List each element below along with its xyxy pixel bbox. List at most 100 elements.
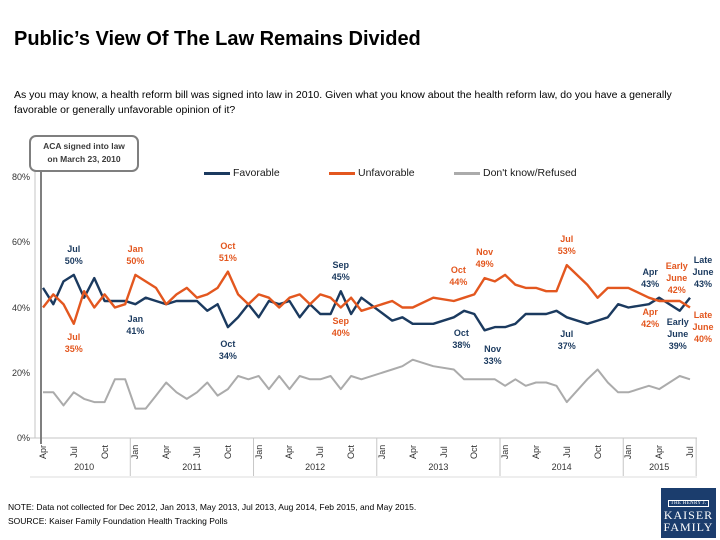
chart-legend: Favorable Unfavorable Don't know/Refused [0,166,720,180]
data-label-line: 33% [483,356,502,367]
legend-item-favorable: Favorable [204,166,280,180]
unfavorable-line [42,263,691,325]
data-label-unfavorable: Apr 42% [628,306,672,330]
data-label-line: Jul [560,329,574,340]
legend-label-unfavorable: Unfavorable [358,167,415,179]
data-label-line: 40% [331,327,350,338]
legend-label-favorable: Favorable [233,167,280,179]
data-label-line: Jan [127,243,144,254]
unfavorable-line-swatch [329,171,355,175]
data-label-favorable: Jan 41% [113,313,157,337]
kff-logo-henry-j: THE HENRY J. [667,500,710,507]
data-label-unfavorable: Jul 53% [545,233,589,257]
aca-annotation-box: ACA signed into law on March 23, 2010 [29,135,139,172]
data-label-line: Oct [450,265,466,276]
data-label-line: 50% [64,255,83,266]
x-axis-tick-label: Jan [500,444,511,460]
data-label-line: 42% [667,284,686,295]
data-label-favorable: Oct 38% [439,327,483,351]
data-label-unfavorable: Jan 50% [113,243,157,267]
data-label-line: 51% [218,252,237,263]
data-label-line: 40% [693,333,712,344]
data-label-line: 43% [693,278,712,289]
year-label: 2010 [74,462,95,472]
kff-logo-kaiser: KAISER [663,508,714,522]
data-label-line: Oct [220,339,236,350]
x-axis-tick-label: Jan [376,444,387,460]
data-label-line: Jan [127,314,144,325]
data-label-line: Nov [484,344,502,355]
x-axis-tick-label: Apr [38,445,48,460]
data-label-favorable: Oct 34% [206,338,250,362]
data-label-line: Apr [642,266,658,277]
data-label-unfavorable: Oct 44% [436,264,480,288]
data-label-favorable: Early June 39% [656,316,700,352]
data-label-favorable: Late June 43% [681,254,720,290]
legend-item-unfavorable: Unfavorable [329,166,415,180]
data-label-line: 38% [452,340,471,351]
data-label-line: 49% [475,259,494,270]
data-label-line: 45% [331,272,350,283]
year-label: 2015 [649,462,670,472]
data-label-line: June [667,328,689,339]
data-label-line: 35% [64,343,83,354]
data-label-line: 41% [126,326,145,337]
data-label-unfavorable: Oct 51% [206,240,250,264]
favorable-line [41,273,691,332]
data-label-line: Oct [220,240,236,251]
data-label-line: 53% [557,246,576,257]
data-label-line: Jul [67,331,81,342]
data-label-favorable: Sep 45% [319,259,363,283]
x-axis-tick-label: Oct [469,445,480,460]
favorable-line-swatch [204,171,230,175]
data-label-line: Jul [560,234,574,245]
data-label-line: June [692,321,714,332]
data-label-line: Apr [642,306,658,317]
year-label: 2013 [428,462,449,472]
data-label-favorable: Apr 43% [628,266,672,290]
data-label-line: 44% [449,277,468,288]
data-label-line: Sep [332,315,350,326]
data-label-line: 42% [641,318,660,329]
data-label-line: Jul [67,243,81,254]
data-label-line: Early [665,260,688,271]
kff-logo: THE HENRY J. KAISER FAMILY FOUNDATION [661,488,716,538]
y-axis-tick-label: 20% [11,367,30,378]
year-label: 2014 [551,462,572,472]
y-axis-tick-label: 60% [11,237,30,248]
data-label-line: Nov [476,247,494,258]
y-axis-tick-label: 40% [11,302,30,313]
note-text: NOTE: Data not collected for Dec 2012, J… [8,502,417,512]
data-label-line: 34% [218,351,237,362]
data-label-line: 43% [641,278,660,289]
data-label-line: 37% [557,341,576,352]
data-label-line: Sep [332,260,350,271]
data-label-favorable: Nov 33% [471,343,515,367]
x-axis-tick-label: Jan [130,444,141,460]
y-axis-tick-label: 80% [11,172,30,182]
dont-know-line-swatch [454,171,480,175]
data-label-line: 50% [126,255,145,266]
data-label-favorable: Jul 50% [52,243,96,267]
data-label-line: June [666,272,688,283]
data-label-unfavorable: Sep 40% [319,315,363,339]
data-label-unfavorable: Jul 35% [52,331,96,355]
survey-question-text: As you may know, a health reform bill wa… [14,89,672,116]
data-label-line: Early [666,316,689,327]
data-label-unfavorable: Late June 40% [681,309,720,345]
data-label-unfavorable: Nov 49% [463,246,507,270]
aca-annotation-line1: ACA signed into law [43,141,125,151]
legend-label-dont-know: Don't know/Refused [483,167,577,179]
source-text: SOURCE: Kaiser Family Foundation Health … [8,515,228,526]
data-label-line: 39% [668,340,687,351]
kff-logo-family: FAMILY [663,520,714,534]
data-label-favorable: Jul 37% [545,328,589,352]
data-label-line: Late [693,309,713,320]
x-axis-tick-label: Oct [222,445,233,460]
data-label-line: Oct [453,328,469,339]
x-axis-tick-label: Jan [253,444,264,460]
data-label-unfavorable: Early June 42% [655,260,699,296]
footer-notes: NOTE: Data not collected for Dec 2012, J… [8,501,416,528]
